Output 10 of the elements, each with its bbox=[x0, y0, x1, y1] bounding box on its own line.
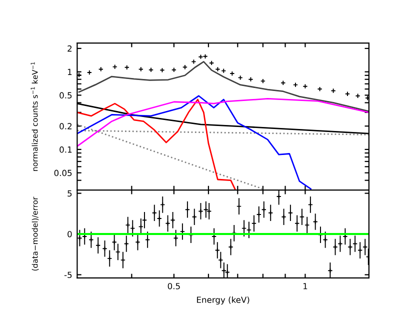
y-tick-label: 0.1 bbox=[60, 146, 72, 153]
y-tick-label: 0.5 bbox=[60, 92, 72, 98]
y-tick-label: 2 bbox=[68, 45, 72, 52]
y-tick-label: 0.05 bbox=[54, 170, 72, 176]
y-tick-label: 0 bbox=[68, 230, 72, 238]
y-tick-label: -5 bbox=[64, 272, 72, 278]
y-tick-label: 1 bbox=[68, 68, 72, 75]
x-axis-title: Energy (keV) bbox=[197, 296, 250, 305]
y-tick-label: 0.2 bbox=[60, 123, 72, 130]
y-tick-label: 5 bbox=[68, 190, 72, 197]
